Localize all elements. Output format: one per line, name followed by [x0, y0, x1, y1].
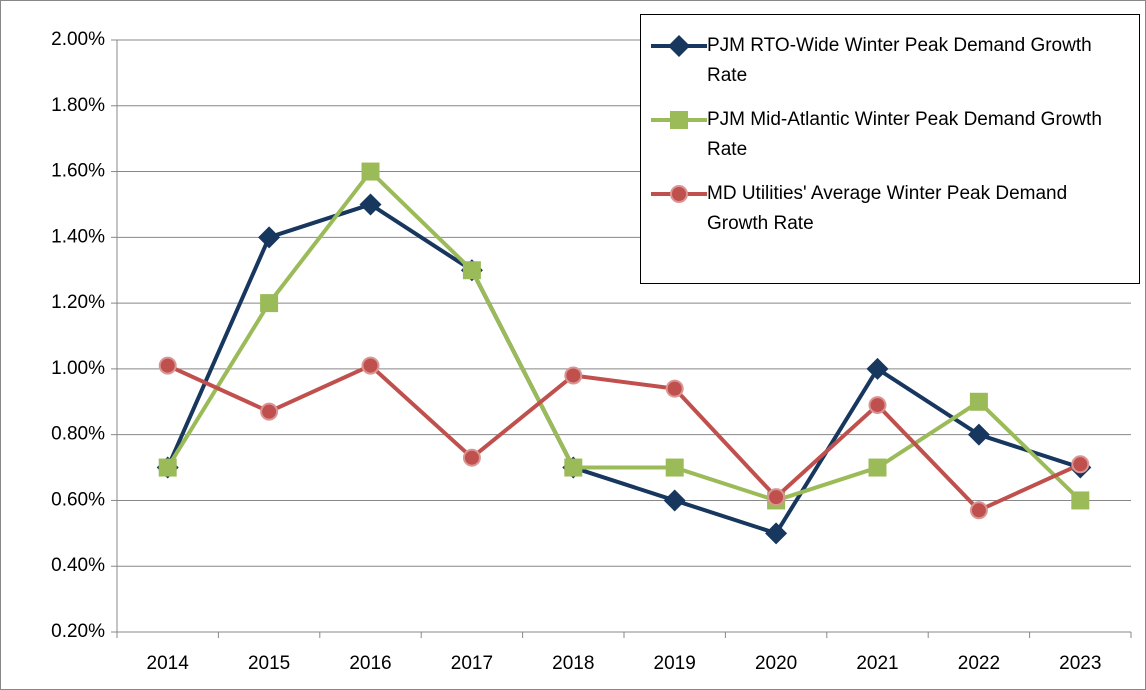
legend: PJM RTO-Wide Winter Peak Demand Growth R… — [640, 14, 1140, 284]
x-tick-label: 2018 — [552, 653, 594, 674]
legend-label: PJM RTO-Wide Winter Peak Demand Growth R… — [707, 35, 1092, 86]
marker — [564, 458, 583, 477]
legend-icon — [651, 35, 707, 57]
x-tick-label: 2015 — [248, 653, 290, 674]
legend-label: PJM Mid-Atlantic Winter Peak Demand Grow… — [707, 109, 1102, 160]
y-tick-label: 1.20% — [51, 292, 105, 313]
marker — [967, 423, 990, 446]
legend-entry: PJM Mid-Atlantic Winter Peak Demand Grow… — [641, 105, 1131, 165]
marker — [767, 488, 786, 507]
marker — [969, 392, 988, 411]
y-tick-label: 0.40% — [51, 555, 105, 576]
x-tick-label: 2014 — [147, 653, 190, 674]
marker — [665, 379, 684, 398]
y-tick-label: 1.80% — [51, 95, 105, 116]
legend-entry: PJM RTO-Wide Winter Peak Demand Growth R… — [641, 31, 1131, 91]
x-tick-label: 2023 — [1059, 653, 1101, 674]
y-tick-label: 1.00% — [51, 358, 105, 379]
marker — [260, 402, 279, 421]
marker — [564, 366, 583, 385]
marker — [765, 522, 788, 545]
marker — [462, 448, 481, 467]
y-tick-label: 0.80% — [51, 424, 105, 445]
y-tick-label: 1.60% — [51, 161, 105, 182]
x-tick-label: 2020 — [755, 653, 797, 674]
series-line — [165, 202, 1081, 536]
series-line — [165, 169, 1082, 503]
x-tick-label: 2021 — [856, 653, 898, 674]
marker — [969, 501, 988, 520]
x-tick-label: 2017 — [451, 653, 493, 674]
y-tick-label: 2.00% — [51, 29, 105, 50]
marker — [158, 356, 177, 375]
marker — [866, 357, 889, 380]
y-tick-label: 0.20% — [51, 621, 105, 642]
y-tick-label: 1.40% — [51, 226, 105, 247]
legend-icon — [651, 185, 707, 203]
marker — [158, 458, 177, 477]
marker — [361, 162, 380, 181]
y-tick-label: 0.60% — [51, 489, 105, 510]
marker — [665, 458, 684, 477]
marker — [868, 458, 887, 477]
marker — [663, 489, 686, 512]
x-tick-label: 2019 — [654, 653, 696, 674]
marker — [462, 261, 481, 280]
marker — [670, 185, 688, 203]
legend-icon — [651, 111, 707, 129]
marker — [359, 193, 382, 216]
marker — [670, 111, 688, 129]
marker — [258, 226, 281, 249]
series-line — [166, 363, 1082, 513]
marker — [361, 356, 380, 375]
legend-entry: MD Utilities' Average Winter Peak Demand… — [641, 179, 1131, 239]
marker — [1071, 455, 1090, 474]
marker — [260, 294, 279, 313]
x-tick-label: 2022 — [958, 653, 1000, 674]
marker — [1071, 491, 1090, 510]
x-tick-label: 2016 — [349, 653, 391, 674]
marker — [668, 35, 690, 57]
marker — [868, 396, 887, 415]
legend-label: MD Utilities' Average Winter Peak Demand… — [707, 183, 1068, 234]
